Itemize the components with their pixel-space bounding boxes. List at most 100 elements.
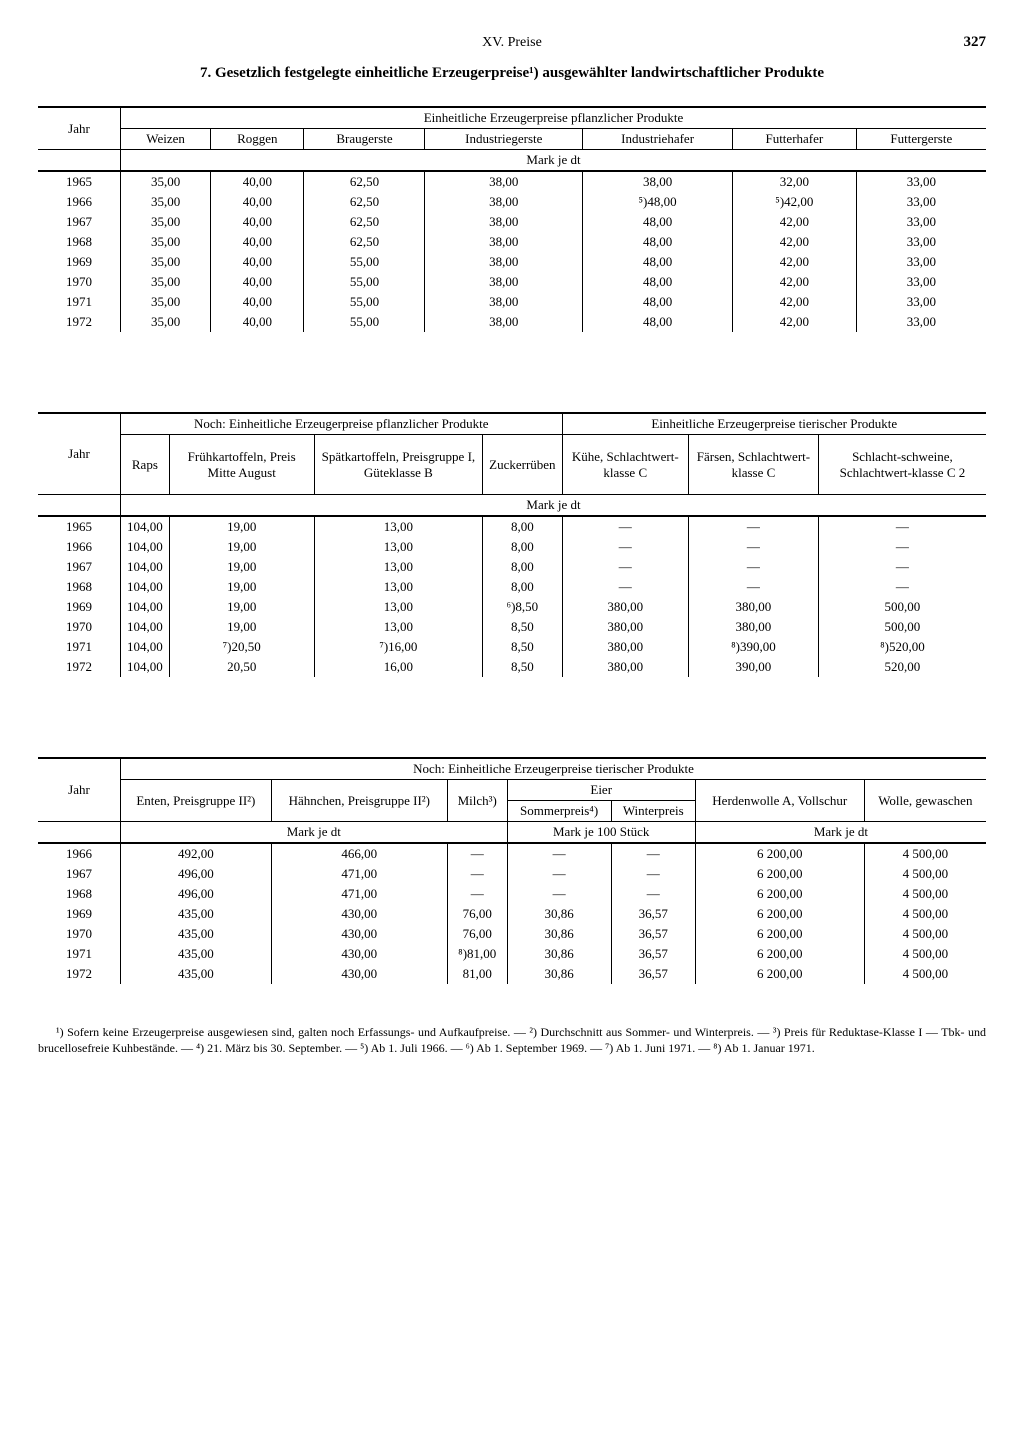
data-cell: 42,00 [733, 272, 857, 292]
data-cell: 13,00 [314, 617, 483, 637]
data-cell: 104,00 [121, 516, 170, 537]
data-cell: 30,86 [507, 944, 611, 964]
data-cell: — [507, 843, 611, 864]
data-cell: 36,57 [611, 964, 695, 984]
unit-2: Mark je dt [121, 495, 987, 517]
data-cell: 35,00 [121, 252, 211, 272]
data-cell: 33,00 [856, 312, 986, 332]
data-cell: — [562, 577, 688, 597]
data-cell: 6 200,00 [695, 944, 864, 964]
data-cell: 471,00 [271, 864, 447, 884]
year-cell: 1966 [38, 537, 121, 557]
data-cell: 42,00 [733, 292, 857, 312]
data-cell: 33,00 [856, 272, 986, 292]
data-cell: — [447, 843, 507, 864]
table-row: 1971435,00430,00⁸)81,0030,8636,576 200,0… [38, 944, 986, 964]
span-header-3: Noch: Einheitliche Erzeugerpreise tieris… [121, 758, 987, 780]
data-cell: 8,00 [483, 516, 562, 537]
data-cell: 20,50 [169, 657, 314, 677]
year-cell: 1970 [38, 617, 121, 637]
data-cell: 104,00 [121, 617, 170, 637]
data-cell: 435,00 [121, 944, 272, 964]
data-cell: 32,00 [733, 171, 857, 192]
data-cell: 380,00 [689, 617, 819, 637]
span-header-1: Einheitliche Erzeugerpreise pflanzlicher… [121, 107, 987, 129]
year-cell: 1968 [38, 577, 121, 597]
data-cell: 380,00 [689, 597, 819, 617]
data-cell: 19,00 [169, 557, 314, 577]
year-cell: 1972 [38, 964, 121, 984]
year-cell: 1967 [38, 212, 121, 232]
table-row: 1966492,00466,00———6 200,004 500,00 [38, 843, 986, 864]
data-cell: 55,00 [304, 252, 425, 272]
data-cell: — [611, 864, 695, 884]
data-cell: 6 200,00 [695, 884, 864, 904]
data-cell: 500,00 [818, 597, 986, 617]
year-cell: 1969 [38, 252, 121, 272]
data-cell: 40,00 [211, 312, 304, 332]
data-cell: 33,00 [856, 212, 986, 232]
data-cell: — [507, 884, 611, 904]
year-cell: 1969 [38, 597, 121, 617]
data-cell: ⁶)8,50 [483, 597, 562, 617]
year-cell: 1971 [38, 637, 121, 657]
data-cell: 8,50 [483, 617, 562, 637]
data-cell: 48,00 [583, 232, 733, 252]
year-cell: 1971 [38, 944, 121, 964]
data-cell: 33,00 [856, 171, 986, 192]
table-row: 1968496,00471,00———6 200,004 500,00 [38, 884, 986, 904]
data-cell: — [689, 516, 819, 537]
data-cell: 8,50 [483, 637, 562, 657]
year-cell: 1966 [38, 843, 121, 864]
col-year: Jahr [38, 413, 121, 495]
span-header-2a: Noch: Einheitliche Erzeugerpreise pflanz… [121, 413, 563, 435]
data-cell: 4 500,00 [864, 843, 986, 864]
data-cell: 62,50 [304, 192, 425, 212]
data-cell: 38,00 [425, 292, 583, 312]
data-cell: 33,00 [856, 232, 986, 252]
data-cell: 496,00 [121, 864, 272, 884]
data-cell: — [447, 884, 507, 904]
section-label: XV. Preise [98, 35, 926, 51]
data-cell: 38,00 [425, 192, 583, 212]
table-row: 197135,0040,0055,0038,0048,0042,0033,00 [38, 292, 986, 312]
table-row: 1972104,0020,5016,008,50380,00390,00520,… [38, 657, 986, 677]
table-row: 1968104,0019,0013,008,00——— [38, 577, 986, 597]
table-1: Jahr Einheitliche Erzeugerpreise pflanzl… [38, 106, 986, 332]
data-cell: 62,50 [304, 232, 425, 252]
data-cell: — [818, 516, 986, 537]
data-cell: 38,00 [425, 171, 583, 192]
data-cell: 492,00 [121, 843, 272, 864]
data-cell: 48,00 [583, 272, 733, 292]
data-cell: 104,00 [121, 537, 170, 557]
data-cell: 4 500,00 [864, 944, 986, 964]
data-cell: — [562, 537, 688, 557]
data-cell: 81,00 [447, 964, 507, 984]
table-row: 1970104,0019,0013,008,50380,00380,00500,… [38, 617, 986, 637]
table-row: 1971104,00⁷)20,50⁷)16,008,50380,00⁸)390,… [38, 637, 986, 657]
data-cell: 48,00 [583, 212, 733, 232]
year-cell: 1972 [38, 657, 121, 677]
table-row: 1965104,0019,0013,008,00——— [38, 516, 986, 537]
data-cell: — [562, 557, 688, 577]
table-3: Jahr Noch: Einheitliche Erzeugerpreise t… [38, 757, 986, 984]
data-cell: 430,00 [271, 944, 447, 964]
data-cell: 8,00 [483, 557, 562, 577]
table-row: 1967104,0019,0013,008,00——— [38, 557, 986, 577]
data-cell: 380,00 [562, 637, 688, 657]
col-year: Jahr [38, 107, 121, 150]
year-cell: 1967 [38, 864, 121, 884]
data-cell: — [562, 516, 688, 537]
data-cell: — [818, 557, 986, 577]
data-cell: 6 200,00 [695, 964, 864, 984]
data-cell: 19,00 [169, 537, 314, 557]
data-cell: 36,57 [611, 924, 695, 944]
data-cell: 35,00 [121, 171, 211, 192]
data-cell: — [611, 884, 695, 904]
year-cell: 1967 [38, 557, 121, 577]
data-cell: 38,00 [425, 272, 583, 292]
year-cell: 1970 [38, 924, 121, 944]
data-cell: 380,00 [562, 597, 688, 617]
data-cell: ⁵)42,00 [733, 192, 857, 212]
data-cell: 35,00 [121, 312, 211, 332]
